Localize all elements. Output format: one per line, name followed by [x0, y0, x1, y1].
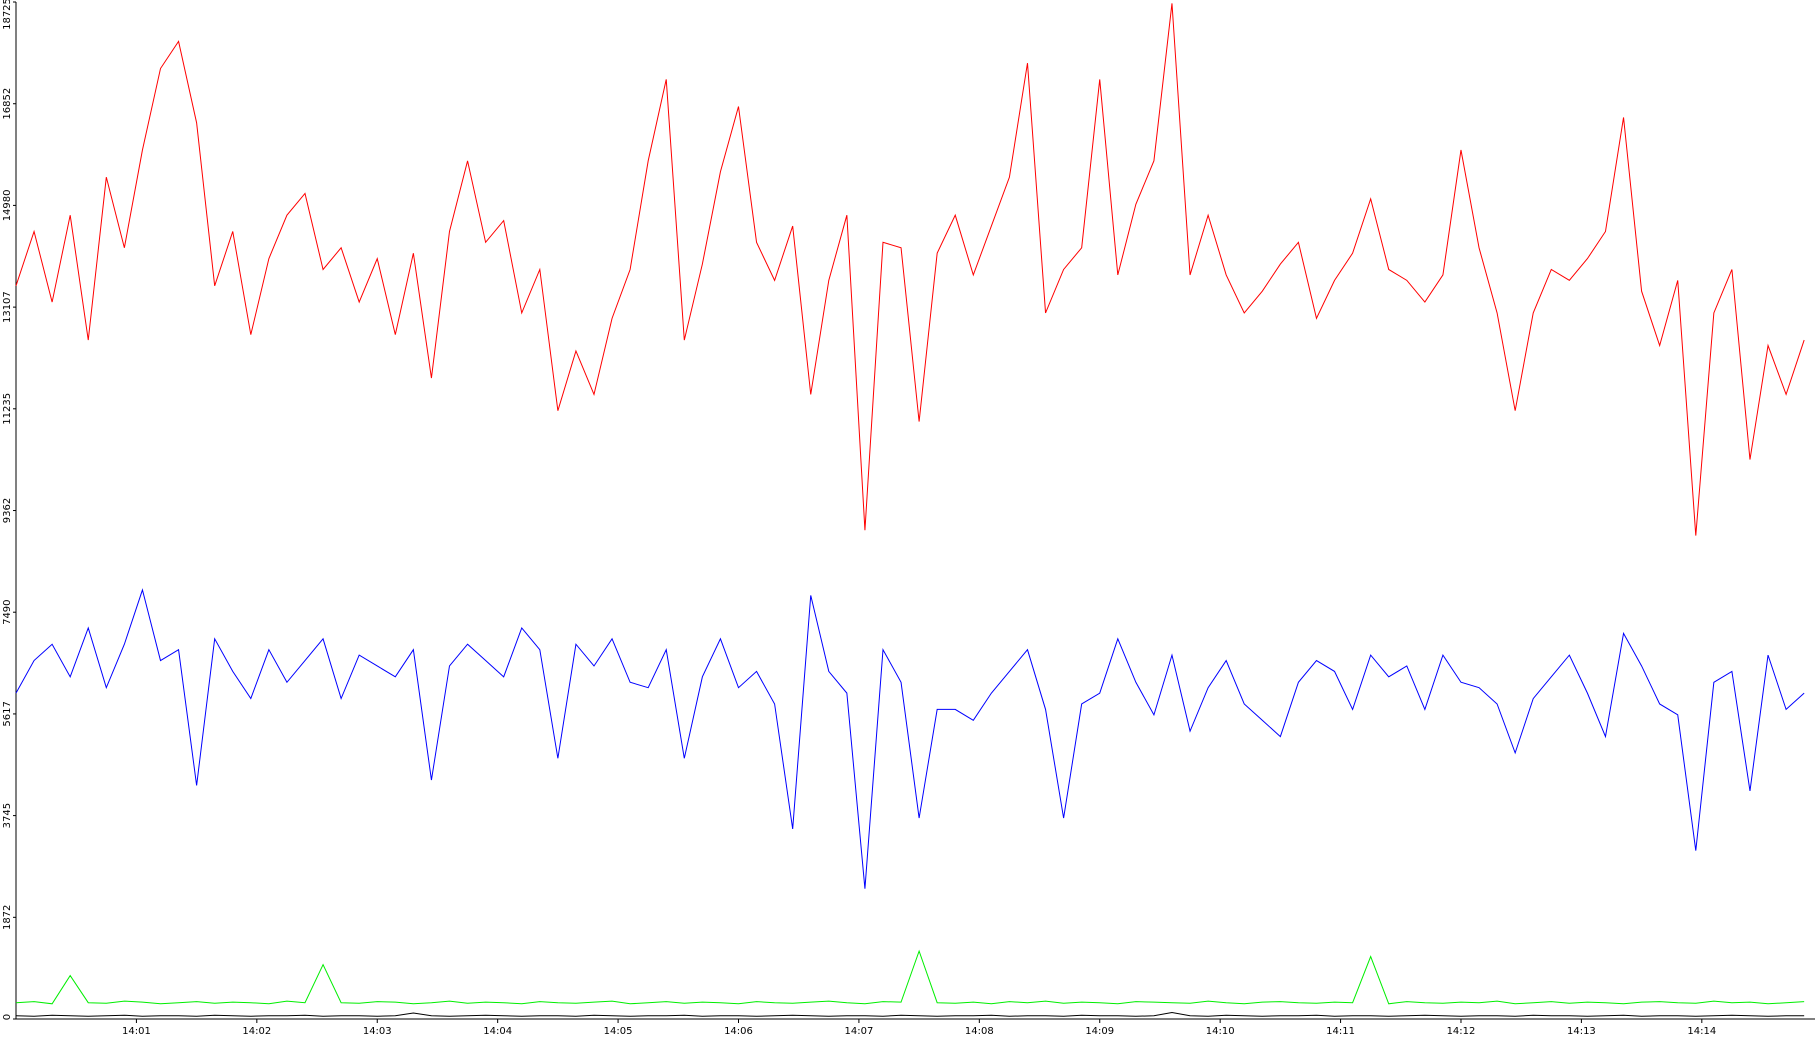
series-line	[15, 1011, 1805, 1017]
x-tick-label: 14:01	[122, 1026, 151, 1037]
x-tick-label: 14:12	[1447, 1026, 1476, 1037]
x-tick-label: 14:09	[1085, 1026, 1114, 1037]
x-tick-label: 14:04	[483, 1026, 512, 1037]
x-tick-label: 14:10	[1206, 1026, 1235, 1037]
y-tick-label: 18725	[2, 0, 13, 30]
y-tick-label: 5617	[2, 701, 13, 726]
x-tick-label: 14:05	[604, 1026, 633, 1037]
x-tick-label: 14:07	[844, 1026, 873, 1037]
y-tick-label: 0	[2, 1014, 13, 1020]
y-tick-label: 13107	[2, 291, 13, 323]
x-tick-label: 14:14	[1687, 1026, 1716, 1037]
series-line	[15, 3, 1805, 536]
y-tick-label: 1872	[2, 905, 13, 930]
y-tick-label: 3745	[2, 803, 13, 828]
series-line	[15, 588, 1805, 889]
x-tick-label: 14:03	[363, 1026, 392, 1037]
y-tick-label: 9362	[2, 498, 13, 523]
x-tick-label: 14:11	[1326, 1026, 1355, 1037]
x-tick-label: 14:06	[724, 1026, 753, 1037]
y-tick-label: 7490	[2, 599, 13, 624]
y-tick-label: 16852	[2, 88, 13, 120]
y-tick-label: 11235	[2, 393, 13, 425]
series-line	[15, 949, 1805, 1005]
x-tick-label: 14:02	[242, 1026, 271, 1037]
x-tick-label: 14:13	[1567, 1026, 1596, 1037]
y-tick-label: 14980	[2, 189, 13, 221]
x-tick-label: 14:08	[965, 1026, 994, 1037]
